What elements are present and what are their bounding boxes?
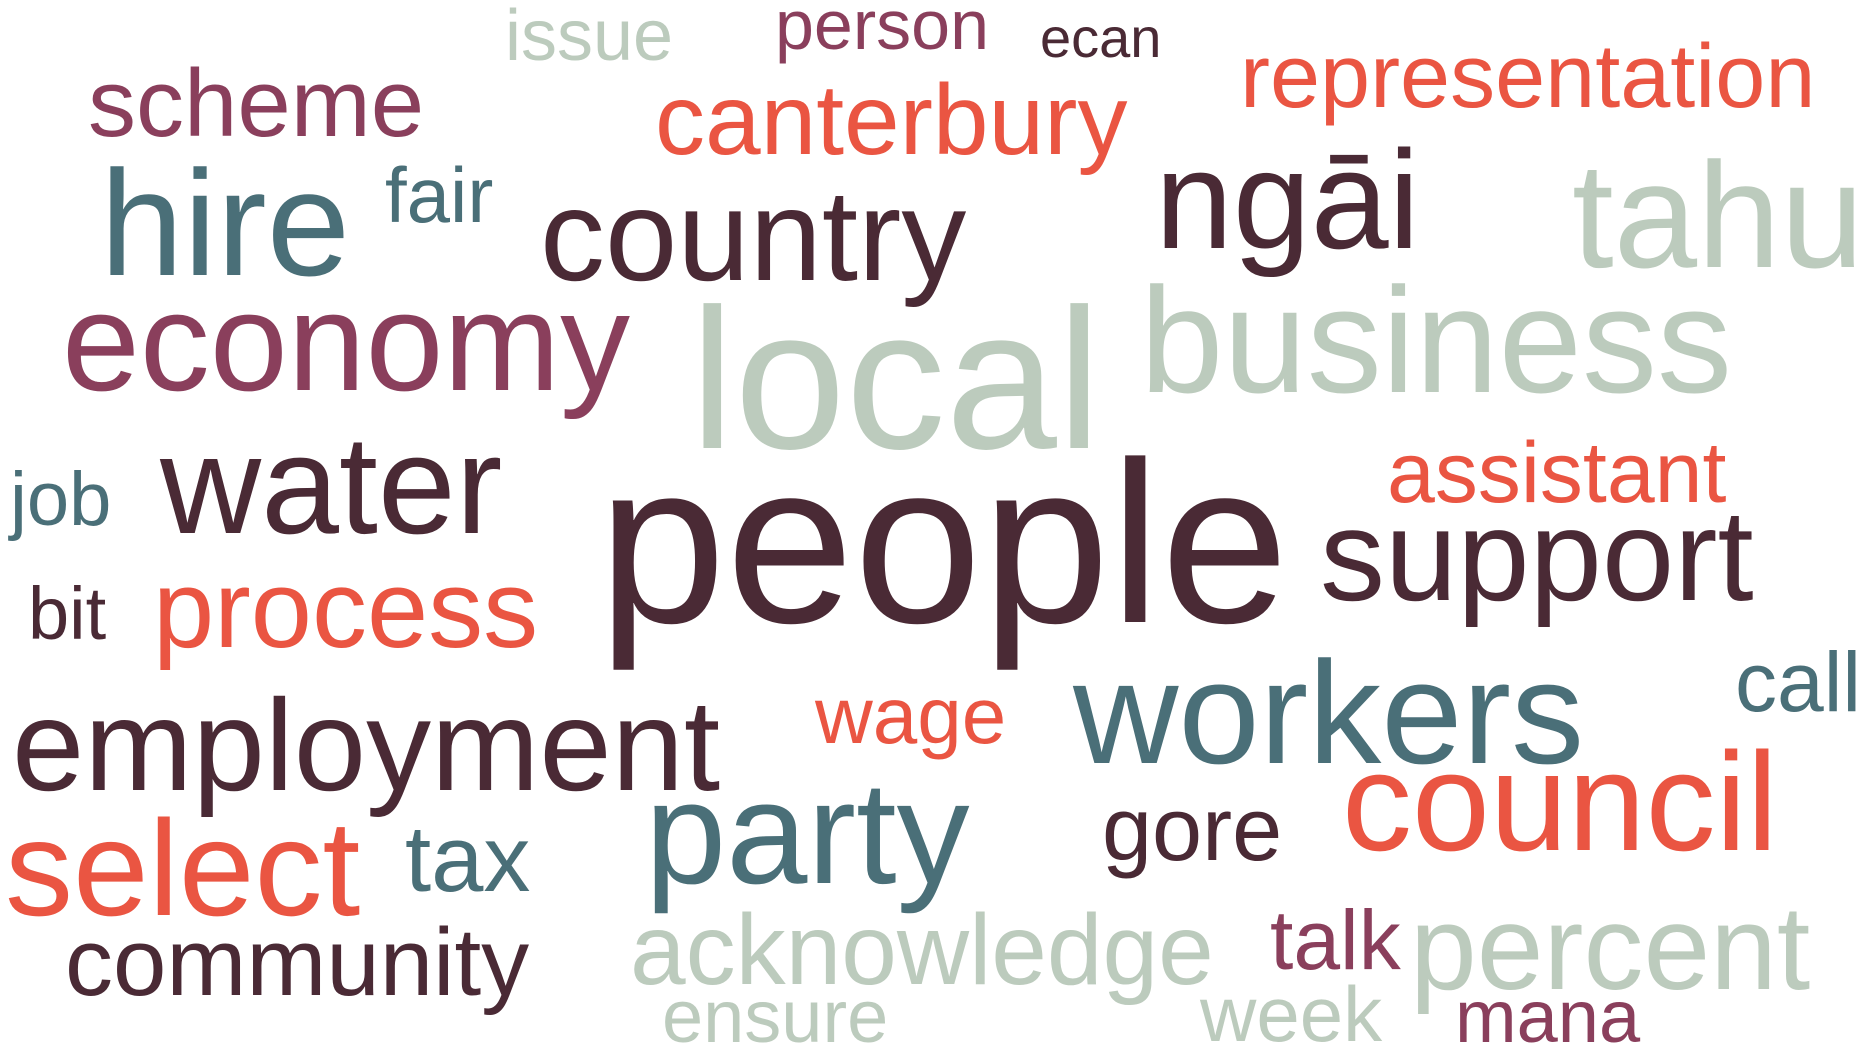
word-people: people bbox=[598, 414, 1289, 671]
word-canterbury: canterbury bbox=[655, 64, 1128, 176]
word-support: support bbox=[1320, 482, 1754, 628]
word-hire: hire bbox=[100, 139, 351, 307]
word-week: week bbox=[1200, 970, 1383, 1046]
word-ecan: ecan bbox=[1040, 6, 1162, 69]
word-economy: economy bbox=[62, 263, 631, 420]
word-local: local bbox=[690, 268, 1102, 491]
word-fair: fair bbox=[385, 151, 494, 239]
word-person: person bbox=[775, 0, 990, 64]
word-assistant: assistant bbox=[1387, 425, 1727, 521]
word-mana: mana bbox=[1455, 975, 1641, 1046]
word-issue: issue bbox=[505, 0, 674, 76]
word-talk: talk bbox=[1270, 893, 1401, 987]
word-business: business bbox=[1140, 256, 1733, 424]
word-acknowledge: acknowledge bbox=[630, 894, 1214, 1006]
word-ensure: ensure bbox=[662, 975, 889, 1046]
word-representation: representation bbox=[1240, 27, 1816, 127]
word-process: process bbox=[153, 548, 539, 671]
word-employment: employment bbox=[12, 672, 721, 818]
word-party: party bbox=[645, 751, 970, 914]
word-ngai: ngāi bbox=[1155, 121, 1420, 278]
word-gore: gore bbox=[1102, 780, 1283, 880]
word-percent: percent bbox=[1410, 881, 1811, 1015]
word-scheme: scheme bbox=[88, 50, 425, 157]
word-workers: workers bbox=[1073, 631, 1585, 794]
word-job: job bbox=[10, 457, 112, 542]
word-country: country bbox=[540, 162, 967, 308]
word-water: water bbox=[160, 406, 503, 563]
word-call: call bbox=[1735, 635, 1862, 729]
word-select: select bbox=[5, 792, 361, 944]
word-council: council bbox=[1342, 723, 1778, 880]
word-tax: tax bbox=[405, 806, 531, 911]
word-tahu: tahu bbox=[1572, 131, 1864, 299]
word-wage: wage bbox=[815, 671, 1007, 760]
word-bit: bit bbox=[28, 572, 107, 655]
word-community: community bbox=[65, 909, 530, 1016]
